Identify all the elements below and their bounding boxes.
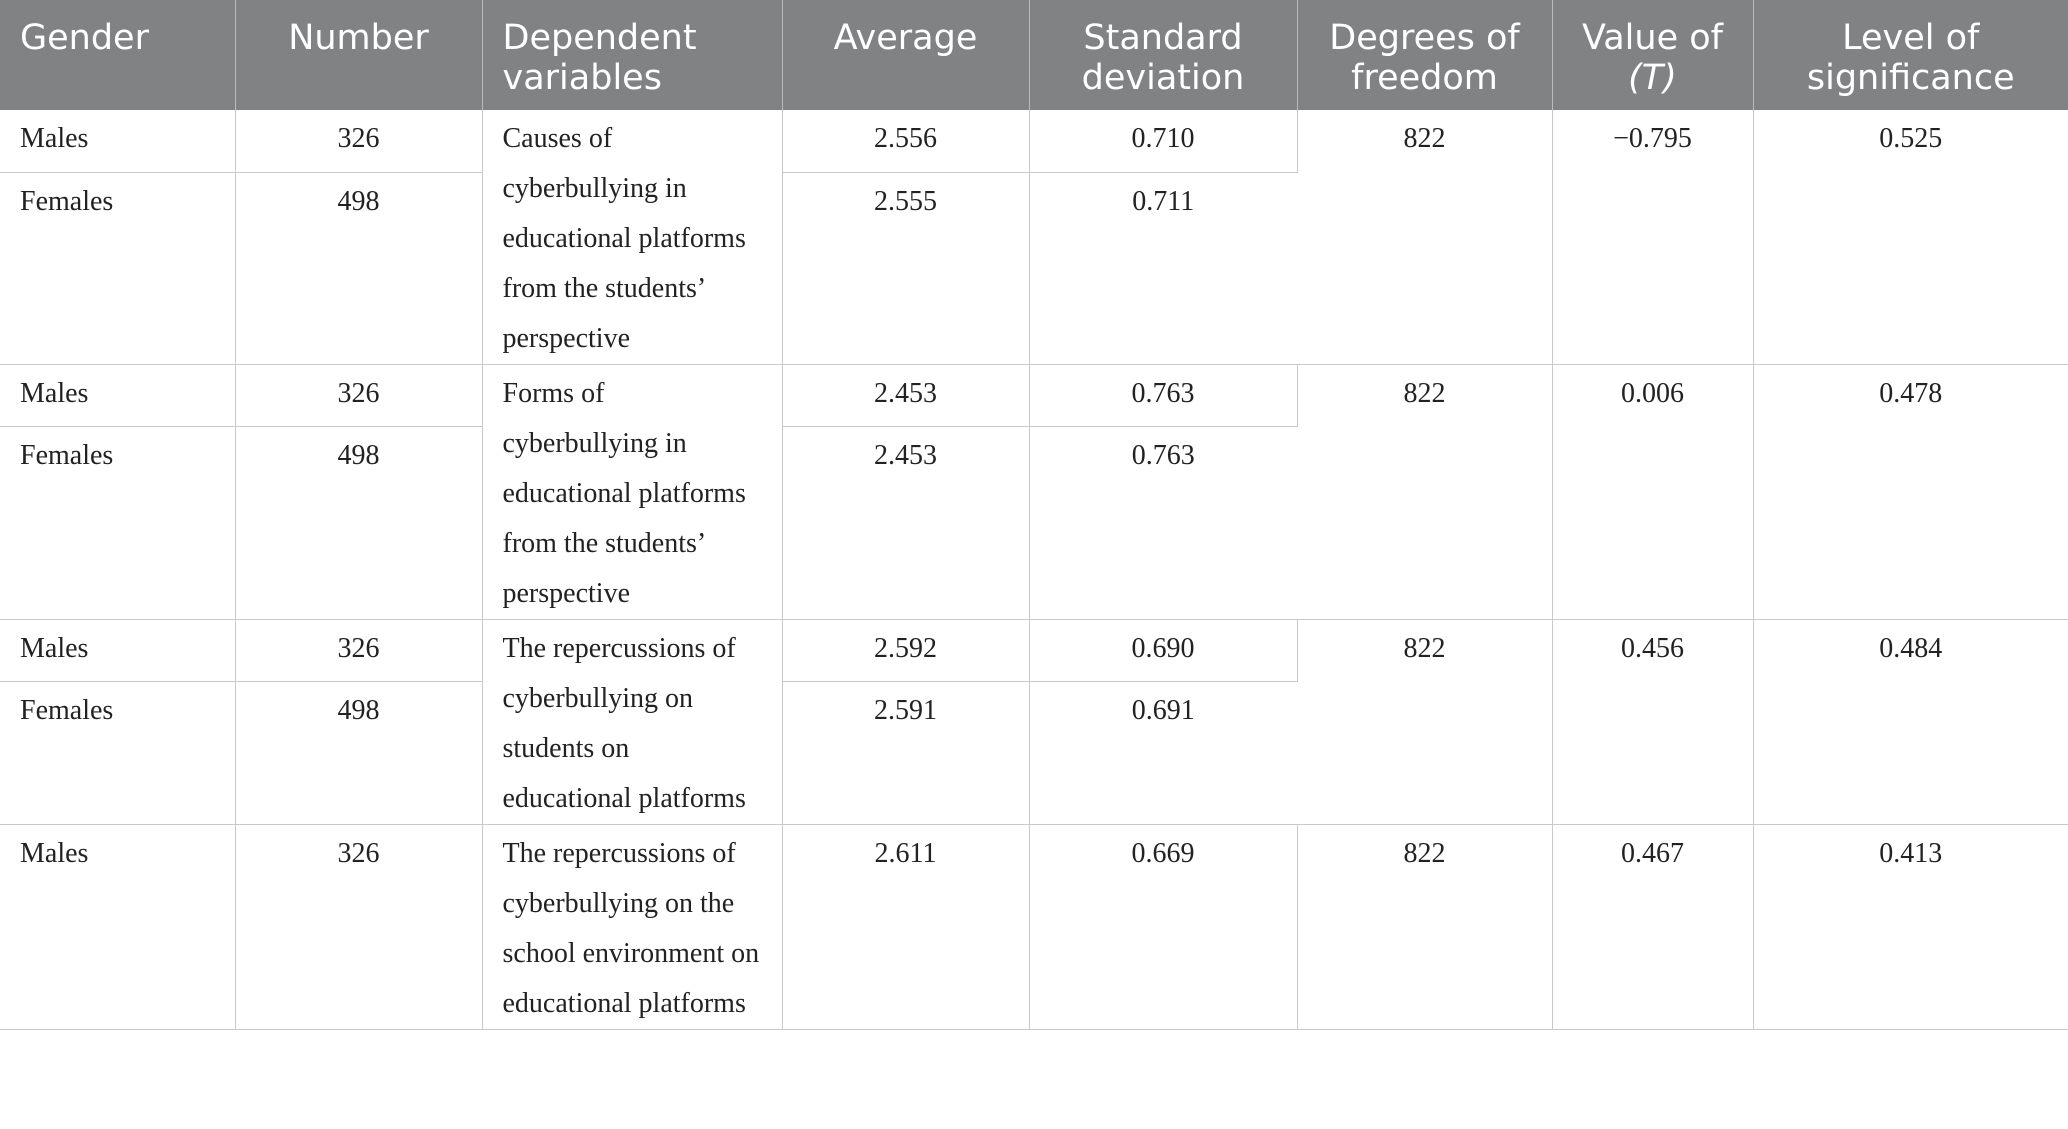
cell-degrees-of-freedom: 822 — [1297, 619, 1553, 825]
cell-significance: 0.525 — [1753, 110, 2068, 365]
cell-dependent-variable: Forms of cyberbullying in educational pl… — [482, 364, 783, 620]
cell-number: 326 — [235, 824, 483, 1030]
header-level-of-significance: Level of significance — [1753, 0, 2068, 110]
cell-gender: Females — [0, 172, 236, 365]
cell-t-value: 0.467 — [1552, 824, 1754, 1030]
cell-standard-deviation: 0.763 — [1029, 364, 1298, 427]
cell-standard-deviation: 0.711 — [1029, 172, 1297, 365]
cell-number: 498 — [235, 681, 483, 825]
cell-gender: Males — [0, 110, 236, 173]
cell-significance: 0.413 — [1753, 824, 2068, 1030]
cell-standard-deviation: 0.763 — [1029, 426, 1297, 620]
cell-gender: Females — [0, 426, 236, 620]
cell-average: 2.555 — [782, 172, 1030, 365]
cell-average: 2.453 — [782, 426, 1030, 620]
cell-gender: Males — [0, 364, 236, 427]
header-value-of-t: Value of (T) — [1552, 0, 1754, 110]
header-standard-deviation: Standard deviation — [1029, 0, 1298, 110]
cell-number: 326 — [235, 110, 483, 173]
table-row: Males 326 Forms of cyberbullying in educ… — [0, 364, 2068, 620]
header-dependent-variables: Dependent variables — [482, 0, 783, 110]
cell-significance: 0.478 — [1753, 364, 2068, 620]
cell-number: 498 — [235, 172, 483, 365]
cell-dependent-variable: The repercussions of cyberbullying on st… — [482, 619, 783, 825]
cell-degrees-of-freedom: 822 — [1297, 110, 1553, 365]
cell-number: 326 — [235, 364, 483, 427]
header-average: Average — [782, 0, 1030, 110]
cell-significance: 0.484 — [1753, 619, 2068, 825]
cell-t-value: 0.006 — [1552, 364, 1754, 620]
cell-standard-deviation: 0.690 — [1029, 619, 1298, 682]
cell-standard-deviation: 0.691 — [1029, 681, 1297, 825]
cell-number: 326 — [235, 619, 483, 682]
cell-average: 2.592 — [782, 619, 1030, 682]
table-row: Males 326 Causes of cyberbullying in edu… — [0, 110, 2068, 365]
cell-t-value: 0.456 — [1552, 619, 1754, 825]
header-number: Number — [235, 0, 483, 110]
table-row: Females 498 2.555 0.711 — [0, 172, 2068, 365]
cell-gender: Males — [0, 824, 236, 1030]
cell-average: 2.611 — [782, 824, 1030, 1030]
cell-average: 2.453 — [782, 364, 1030, 427]
table-row: Males 326 The repercussions of cyberbull… — [0, 619, 2068, 825]
header-value-of-t-symbol: (T) — [1628, 58, 1677, 98]
cell-degrees-of-freedom: 822 — [1297, 824, 1553, 1030]
cell-t-value: −0.795 — [1552, 110, 1754, 365]
table-container: Gender Number Dependent variables Averag… — [0, 0, 2068, 1030]
cell-standard-deviation: 0.710 — [1029, 110, 1298, 173]
cell-standard-deviation: 0.669 — [1029, 824, 1298, 1030]
cell-average: 2.556 — [782, 110, 1030, 173]
cell-dependent-variable: The repercussions of cyberbullying on th… — [482, 824, 783, 1030]
cell-gender: Males — [0, 619, 236, 682]
cell-degrees-of-freedom: 822 — [1297, 364, 1553, 620]
table-row: Males 326 The repercussions of cyberbull… — [0, 824, 2068, 1030]
cell-gender: Females — [0, 681, 236, 825]
results-table: Gender Number Dependent variables Averag… — [0, 0, 2068, 1030]
table-row: Females 498 2.453 0.763 — [0, 426, 2068, 620]
cell-average: 2.591 — [782, 681, 1030, 825]
header-gender: Gender — [0, 0, 236, 110]
header-degrees-of-freedom: Degrees of freedom — [1297, 0, 1553, 110]
header-row: Gender Number Dependent variables Averag… — [0, 0, 2068, 110]
cell-number: 498 — [235, 426, 483, 620]
header-value-of-t-prefix: Value of — [1582, 18, 1723, 58]
table-row: Females 498 2.591 0.691 — [0, 681, 2068, 825]
cell-dependent-variable: Causes of cyberbullying in educational p… — [482, 110, 783, 365]
